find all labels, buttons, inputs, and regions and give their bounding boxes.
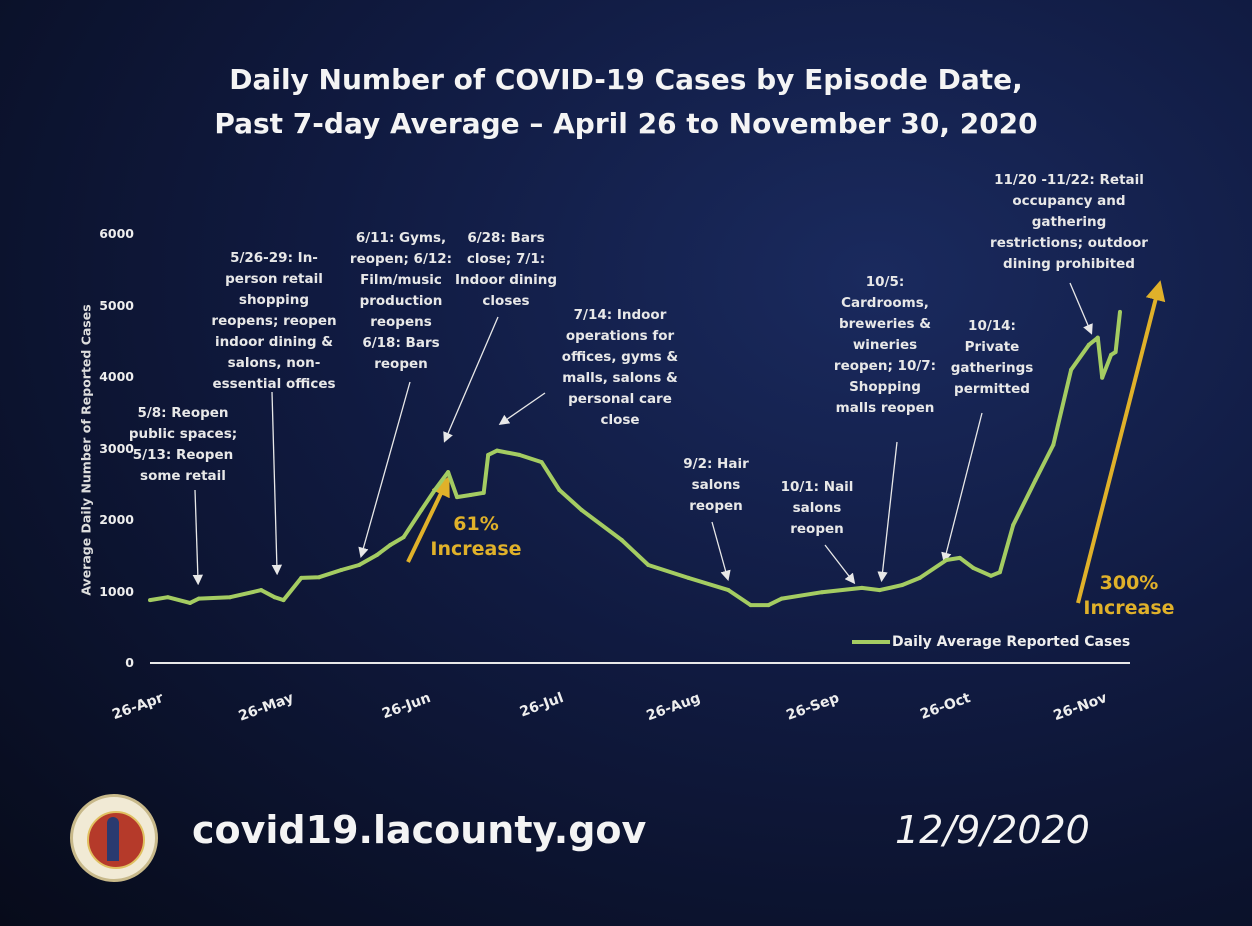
data-point [988,573,993,578]
annotation-7-14: 7/14: Indoor operations for offices, gym… [561,307,679,428]
y-tick-6000: 6000 [99,226,134,241]
data-point [1033,477,1038,482]
annotation-5-8: 5/8: Reopen public spaces; 5/13: Reopen … [128,405,238,484]
annotation-11-20: 11/20 -11/22: Retail occupancy and gathe… [990,172,1148,272]
data-point [726,588,731,593]
increase-arrows [406,280,1166,604]
arrow-11-20 [1069,282,1093,335]
data-point [917,575,922,580]
data-point [281,598,286,603]
data-point [432,487,437,492]
data-point [517,452,522,457]
arrow-9-2 [711,521,731,582]
title-line-1: Daily Number of COVID-19 Cases by Episod… [229,63,1023,96]
data-point [686,575,691,580]
arrow-10-5 [877,441,898,583]
legend: Daily Average Reported Cases [852,634,1130,650]
annotation-9-2: 9/2: Hair salons reopen [683,456,749,514]
y-tick-2000: 2000 [99,512,134,527]
data-point [766,603,771,608]
data-point [481,490,486,495]
annotation-6-11: 6/11: Gyms, reopen; 6/12: Film/music pro… [349,230,453,372]
y-tick-0: 0 [125,655,134,670]
increase-label-300: 300% Increase [1083,572,1175,619]
data-point [1051,442,1056,447]
data-point [539,460,544,465]
data-point [944,558,949,563]
data-point [557,487,562,492]
data-point [1100,375,1105,380]
arrow-10-14 [941,412,983,564]
data-point [148,598,152,603]
data-point [165,595,170,600]
data-point [455,495,460,500]
data-point [1069,367,1074,372]
annotation-10-5: 10/5: Cardrooms, breweries & wineries re… [833,274,937,416]
increase-label-61: 61% Increase [430,513,522,560]
y-tick-4000: 4000 [99,369,134,384]
y-tick-3000: 3000 [99,441,134,456]
series-line-daily-average [149,311,1122,608]
arrow-5-8 [192,489,204,586]
data-point [468,492,473,497]
data-point [619,538,624,543]
data-point [646,563,651,568]
data-point [1095,335,1100,340]
data-point [859,585,864,590]
data-point [1113,349,1118,354]
annotation-6-28: 6/28: Bars close; 7/1: Indoor dining clo… [454,230,558,309]
data-point [971,565,976,570]
data-point [188,600,193,605]
arrow-6-28 [443,316,499,443]
data-point [495,448,500,453]
data-point [1109,352,1114,357]
data-point [486,452,491,457]
data-point [357,563,362,568]
presentation-date: 12/9/2020 [895,808,1090,852]
annotation-arrows [192,282,1093,586]
arrow-300-increase [1076,280,1166,604]
data-point [317,575,322,580]
y-tick-1000: 1000 [99,584,134,599]
data-point [388,543,393,548]
data-point [748,603,753,608]
title-line-2: Past 7-day Average – April 26 to Novembe… [214,107,1038,140]
arrow-61-increase [406,475,450,563]
data-point [259,588,264,593]
chart-title: Daily Number of COVID-19 Cases by Episod… [0,58,1252,146]
data-point [339,568,344,573]
annotation-10-1: 10/1: Nail salons reopen [780,479,854,537]
y-tick-5000: 5000 [99,298,134,313]
data-point [419,507,424,512]
data-point [196,596,201,601]
arrow-5-26 [271,391,283,576]
legend-label: Daily Average Reported Cases [892,634,1131,650]
data-point [819,590,824,595]
county-seal-logo [70,794,158,882]
data-point [957,555,962,560]
data-point [877,588,882,593]
data-point [1118,309,1122,314]
data-point [1086,342,1091,347]
arrow-10-1 [824,544,856,585]
arrow-7-14 [498,392,546,425]
data-point [779,596,784,601]
legend-swatch [852,640,890,644]
data-point [299,575,304,580]
annotation-5-26: 5/26-29: In- person retail shopping reop… [211,250,337,392]
data-point [374,553,379,558]
data-point [228,595,233,600]
data-point [401,535,406,540]
website-url[interactable]: covid19.lacounty.gov [192,808,647,852]
annotation-10-14: 10/14: Private gatherings permitted [950,318,1034,397]
data-point [579,507,584,512]
data-point [1011,523,1016,528]
series-points [148,309,1122,608]
data-point [997,570,1002,575]
data-point [446,470,451,475]
arrow-6-11 [358,381,411,559]
data-point [272,595,277,600]
data-point [899,583,904,588]
